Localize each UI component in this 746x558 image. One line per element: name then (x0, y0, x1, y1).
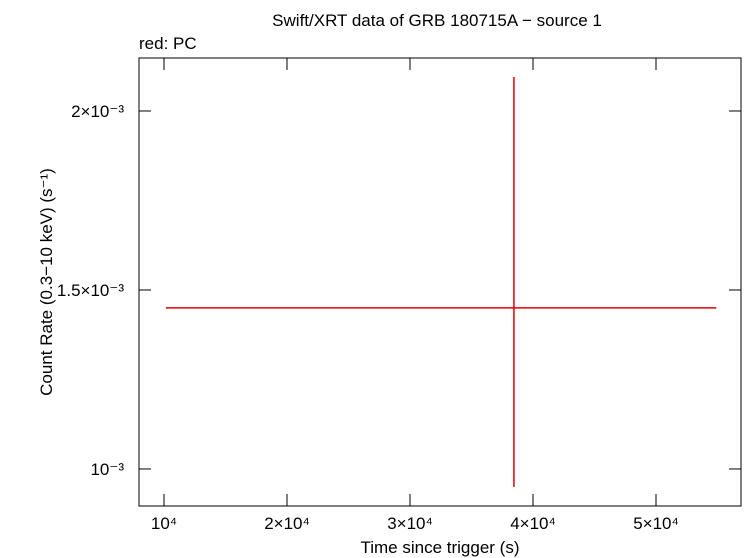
x-tick-label: 5×10⁴ (633, 514, 679, 533)
annotation: red: PC (139, 34, 197, 53)
y-tick-label: 10⁻³ (90, 460, 124, 479)
y-tick-label: 2×10⁻³ (71, 102, 124, 121)
x-tick-label: 3×10⁴ (387, 514, 433, 533)
x-tick-label: 10⁴ (151, 514, 177, 533)
x-tick-label: 2×10⁴ (264, 514, 310, 533)
x-tick-label: 4×10⁴ (510, 514, 556, 533)
plot-frame (138, 57, 742, 507)
y-axis-label: Count Rate (0.3−10 keV) (s⁻¹) (37, 168, 56, 396)
chart-title: Swift/XRT data of GRB 180715A − source 1 (272, 11, 602, 30)
y-tick-label: 1.5×10⁻³ (57, 281, 124, 300)
x-axis-label: Time since trigger (s) (360, 538, 519, 557)
